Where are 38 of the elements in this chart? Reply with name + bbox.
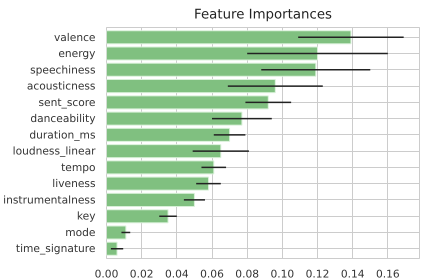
bar <box>106 62 316 77</box>
bar <box>106 30 352 44</box>
bar <box>106 144 222 158</box>
y-tick-label: instrumentalness <box>3 193 96 206</box>
y-tick-label: acousticness <box>26 80 96 93</box>
bar <box>106 95 269 110</box>
bar <box>106 112 242 126</box>
y-tick-label: tempo <box>61 160 96 174</box>
y-tick-label: danceability <box>30 112 96 126</box>
x-tick-label: 0.04 <box>164 268 189 280</box>
y-tick-label: speechiness <box>30 63 96 76</box>
bar <box>106 79 276 94</box>
x-tick-label: 0.12 <box>306 268 330 280</box>
y-tick-label: mode <box>65 226 96 239</box>
x-tick-label: 0.10 <box>270 268 294 280</box>
bar <box>106 46 318 61</box>
bar <box>106 128 230 142</box>
y-tick-label: key <box>76 210 96 223</box>
y-tick-label: valence <box>54 30 96 44</box>
bar <box>106 160 214 174</box>
y-tick-label: liveness <box>52 177 96 190</box>
y-tick-label: duration_ms <box>29 128 96 142</box>
bar <box>106 176 209 191</box>
bar <box>106 242 118 256</box>
y-tick-label: loudness_linear <box>12 144 96 158</box>
x-tick-label: 0.14 <box>340 268 365 280</box>
y-tick-label: time_signature <box>16 242 96 256</box>
y-tick-label: sent_score <box>38 96 96 109</box>
x-tick-label: 0.02 <box>130 268 154 280</box>
bar <box>106 192 195 207</box>
bar <box>106 209 169 224</box>
chart-title: Feature Importances <box>194 8 332 22</box>
x-tick-label: 0.06 <box>200 268 224 280</box>
x-tick-label: 0.16 <box>376 268 400 280</box>
y-tick-label: energy <box>58 47 96 60</box>
x-tick-label: 0.00 <box>94 268 119 280</box>
x-tick-label: 0.08 <box>235 268 260 280</box>
bar <box>106 225 126 240</box>
